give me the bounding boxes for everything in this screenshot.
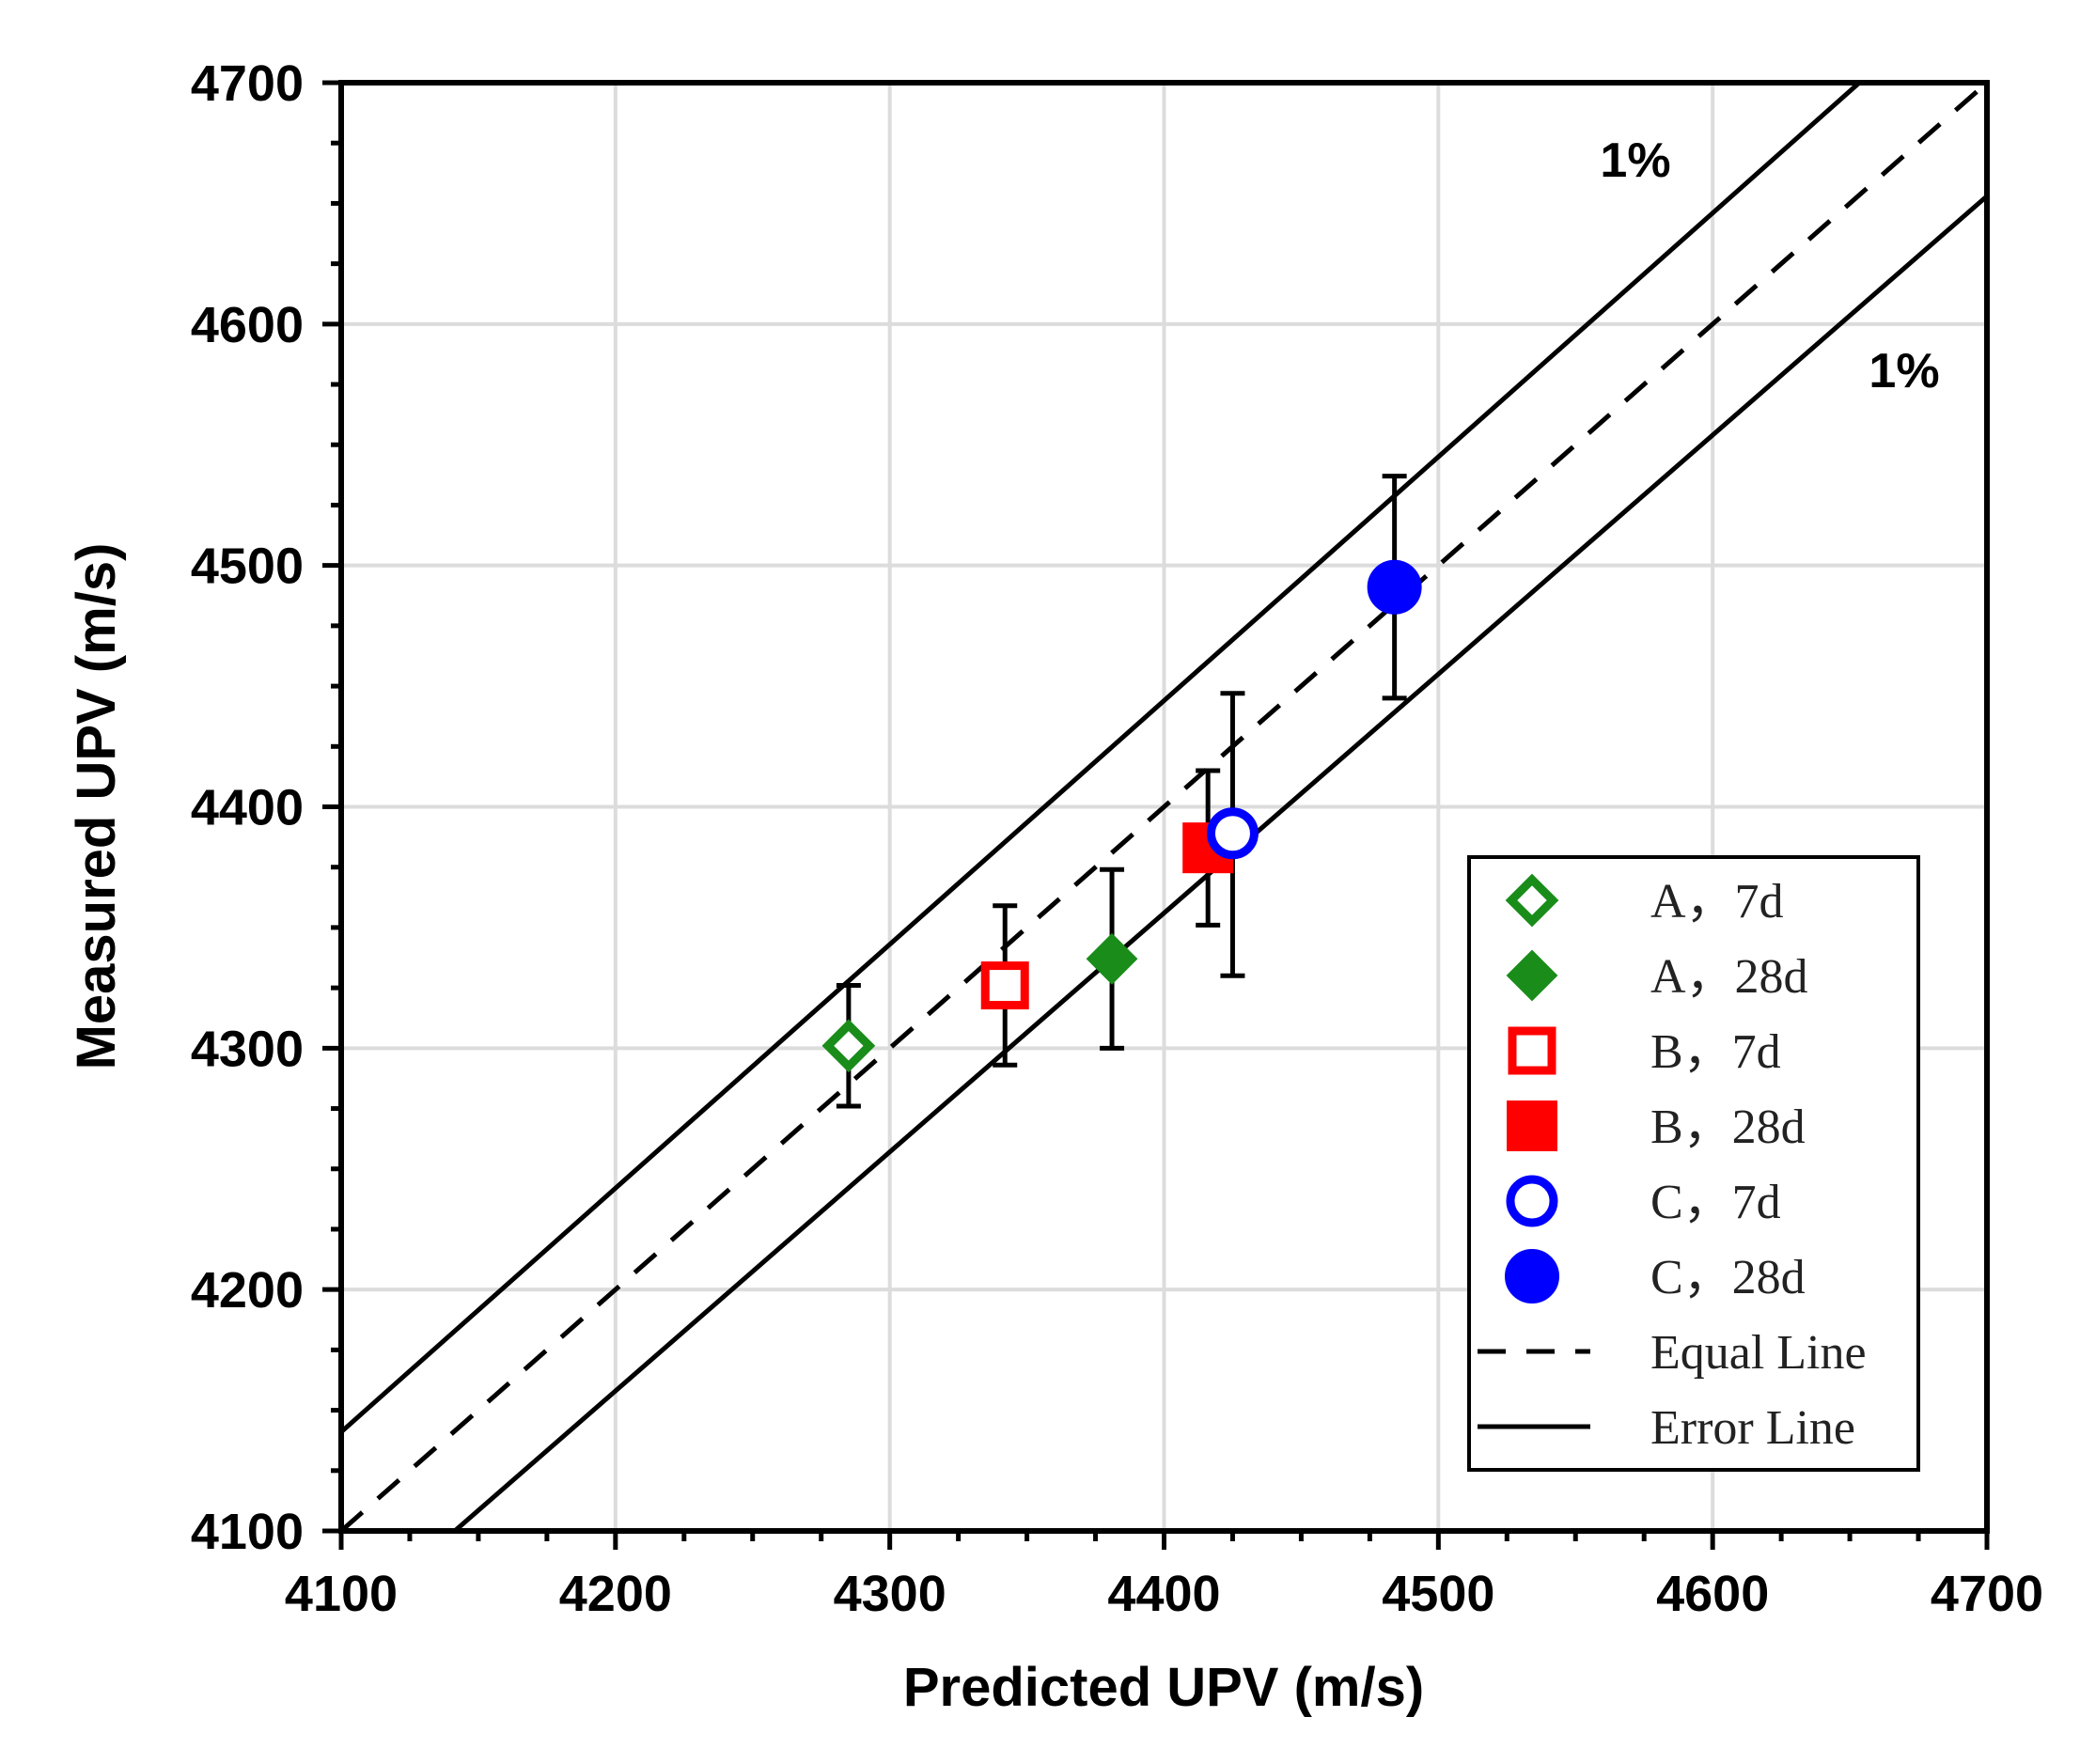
legend-label-b-7d: B，7d [1650, 1025, 1781, 1079]
legend: A，7d A，28d B，7d B，28d C，7d C，28d Equal L… [1467, 855, 1920, 1472]
tick-labels: 4100 4200 4300 4400 4500 4600 4700 4100 4200 4300… [191, 55, 2043, 1622]
y-tick-label: 4400 [191, 780, 304, 836]
point-4 [1206, 807, 1259, 860]
data-markers [821, 559, 1422, 1073]
point-5 [1367, 559, 1422, 615]
annotation-upper-error: 1% [1600, 133, 1670, 188]
legend-symbol-5 [1505, 1249, 1559, 1303]
y-tick-label: 4600 [191, 297, 304, 353]
y-axis-title: Measured UPV (m/s) [66, 543, 127, 1070]
reference-lines [341, 83, 1987, 1531]
plot-frame [338, 80, 1990, 1534]
error-line-2 [451, 194, 1987, 1531]
legend-symbol-2 [1508, 1026, 1556, 1075]
legend-label-b-28d: B，28d [1650, 1101, 1806, 1154]
y-tick-label: 4200 [191, 1262, 304, 1319]
legend-frame [1467, 855, 1920, 1472]
legend-label-a-7d: A，7d [1650, 875, 1784, 929]
legend-symbols [1478, 873, 1590, 1429]
x-tick-label: 4500 [1382, 1566, 1494, 1622]
x-tick-label: 4700 [1931, 1566, 2043, 1622]
legend-label-equal-line: Equal Line [1650, 1326, 1867, 1380]
annotation-lower-error: 1% [1869, 344, 1939, 398]
x-tick-label: 4100 [285, 1566, 398, 1622]
point-0 [821, 1019, 876, 1073]
x-tick-label: 4400 [1107, 1566, 1220, 1622]
y-tick-label: 4300 [191, 1021, 304, 1077]
legend-label-c-7d: C，7d [1650, 1176, 1781, 1229]
error-line-1 [341, 83, 1863, 1434]
legend-symbol-0 [1505, 873, 1559, 928]
legend-symbol-1 [1506, 949, 1558, 1002]
equal-line [341, 83, 1987, 1531]
legend-symbol-4 [1506, 1175, 1558, 1227]
legend-label-a-28d: A，28d [1650, 950, 1808, 1004]
x-axis-title: Predicted UPV (m/s) [903, 1657, 1424, 1718]
point-1 [1086, 932, 1138, 985]
x-tick-label: 4200 [559, 1566, 672, 1622]
x-tick-label: 4300 [834, 1566, 946, 1622]
legend-symbol-3 [1507, 1101, 1557, 1151]
point-2 [980, 961, 1029, 1010]
legend-label-c-28d: C，28d [1650, 1251, 1806, 1304]
legend-label-error-line: Error Line [1650, 1401, 1855, 1455]
y-tick-label: 4700 [191, 55, 304, 112]
y-tick-label: 4500 [191, 539, 304, 595]
x-tick-label: 4600 [1656, 1566, 1769, 1622]
y-tick-label: 4100 [191, 1504, 304, 1560]
